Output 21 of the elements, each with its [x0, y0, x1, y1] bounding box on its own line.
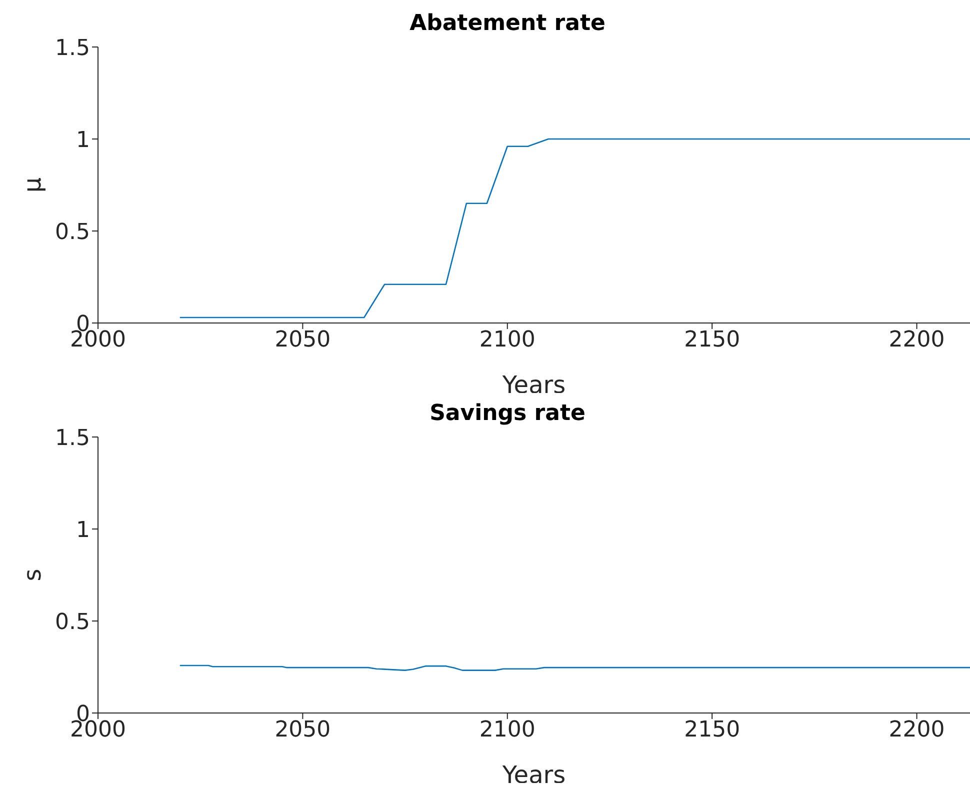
y-tick-label: 0.5: [55, 220, 90, 245]
x-tick-label: 2050: [274, 718, 331, 743]
x-tick-label: 2150: [684, 328, 740, 353]
x-axis-title: Years: [501, 371, 566, 399]
line-series: [179, 138, 970, 318]
y-axis-title: μ: [18, 177, 47, 193]
x-tick-label: 2150: [684, 718, 740, 743]
x-tick-label: 2050: [274, 328, 331, 353]
chart-title: Abatement rate: [408, 11, 606, 36]
x-tick-label: 2200: [888, 718, 945, 743]
chart-title: Savings rate: [428, 401, 586, 426]
y-tick-label: 1.5: [55, 36, 90, 61]
y-tick-label: 1: [76, 128, 90, 153]
y-tick-label: 0.5: [55, 610, 90, 635]
x-axis-title: Years: [501, 761, 566, 789]
x-tick-label: 2200: [888, 328, 945, 353]
x-tick-label: 2100: [479, 718, 536, 743]
y-tick-label: 1.5: [55, 426, 90, 451]
y-tick-label: 1: [76, 518, 90, 543]
x-tick-label: 2100: [479, 328, 536, 353]
y-axis-title: s: [18, 568, 47, 582]
